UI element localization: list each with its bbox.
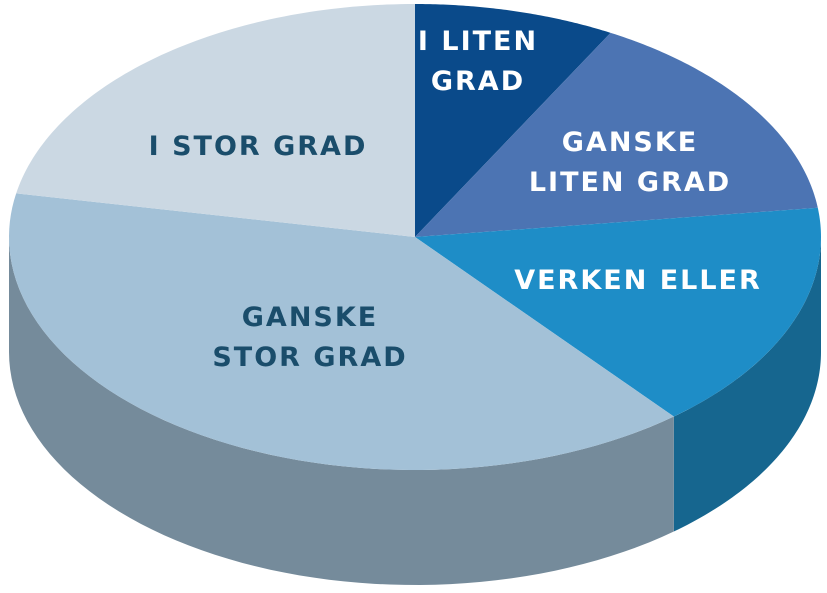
- slice: [9, 193, 674, 470]
- slice-label: GANSKE STOR GRAD: [212, 302, 407, 373]
- slice: [415, 32, 818, 238]
- label-line: VERKEN ELLER: [514, 265, 762, 296]
- slice: [415, 207, 821, 417]
- slice-label: I STOR GRAD: [149, 131, 368, 162]
- label-line: LITEN GRAD: [529, 167, 731, 198]
- slice: [16, 4, 415, 237]
- slice-side: [9, 237, 674, 585]
- label-line: I LITEN: [418, 26, 538, 57]
- label-line: STOR GRAD: [212, 342, 407, 373]
- slice: [415, 4, 611, 237]
- label-line: GANSKE: [242, 302, 378, 333]
- label-line: GANSKE: [562, 127, 698, 158]
- slice-label: I LITEN GRAD: [418, 26, 538, 97]
- label-line: I STOR GRAD: [149, 131, 368, 162]
- label-line: GRAD: [431, 66, 525, 97]
- slice-label: GANSKE LITEN GRAD: [529, 127, 731, 198]
- slice-label: VERKEN ELLER: [514, 265, 762, 296]
- slice-side: [673, 237, 821, 532]
